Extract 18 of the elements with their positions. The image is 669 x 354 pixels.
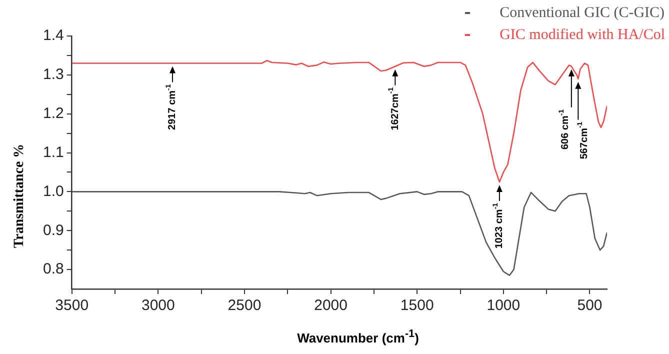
- y-tick-label: 1.4: [42, 27, 64, 44]
- x-tick-label: 2000: [314, 297, 348, 314]
- legend-label: Conventional GIC (C-GIC): [500, 4, 665, 23]
- x-tick-label: 500: [577, 297, 602, 314]
- y-tick-label: 0.9: [42, 222, 64, 239]
- x-tick-label: 3500: [55, 297, 89, 314]
- x-tick-label: 2500: [228, 297, 262, 314]
- y-tick-label: 1.3: [42, 66, 64, 84]
- x-tick-label: 1000: [486, 297, 520, 314]
- legend-label: GIC modified with HA/Col: [500, 26, 665, 45]
- x-tick-label: 3000: [141, 297, 175, 314]
- y-tick-label: 0.8: [42, 260, 64, 278]
- x-axis-title: Wavenumber (cm$^{-1}$): [296, 328, 420, 346]
- y-axis-title: Transmittance %: [12, 142, 28, 250]
- y-tick-label: 1.1: [42, 144, 64, 161]
- y-tick-label: 1.0: [42, 182, 64, 200]
- y-tick-label: 1.2: [42, 104, 64, 122]
- x-tick-label: 1500: [400, 297, 434, 314]
